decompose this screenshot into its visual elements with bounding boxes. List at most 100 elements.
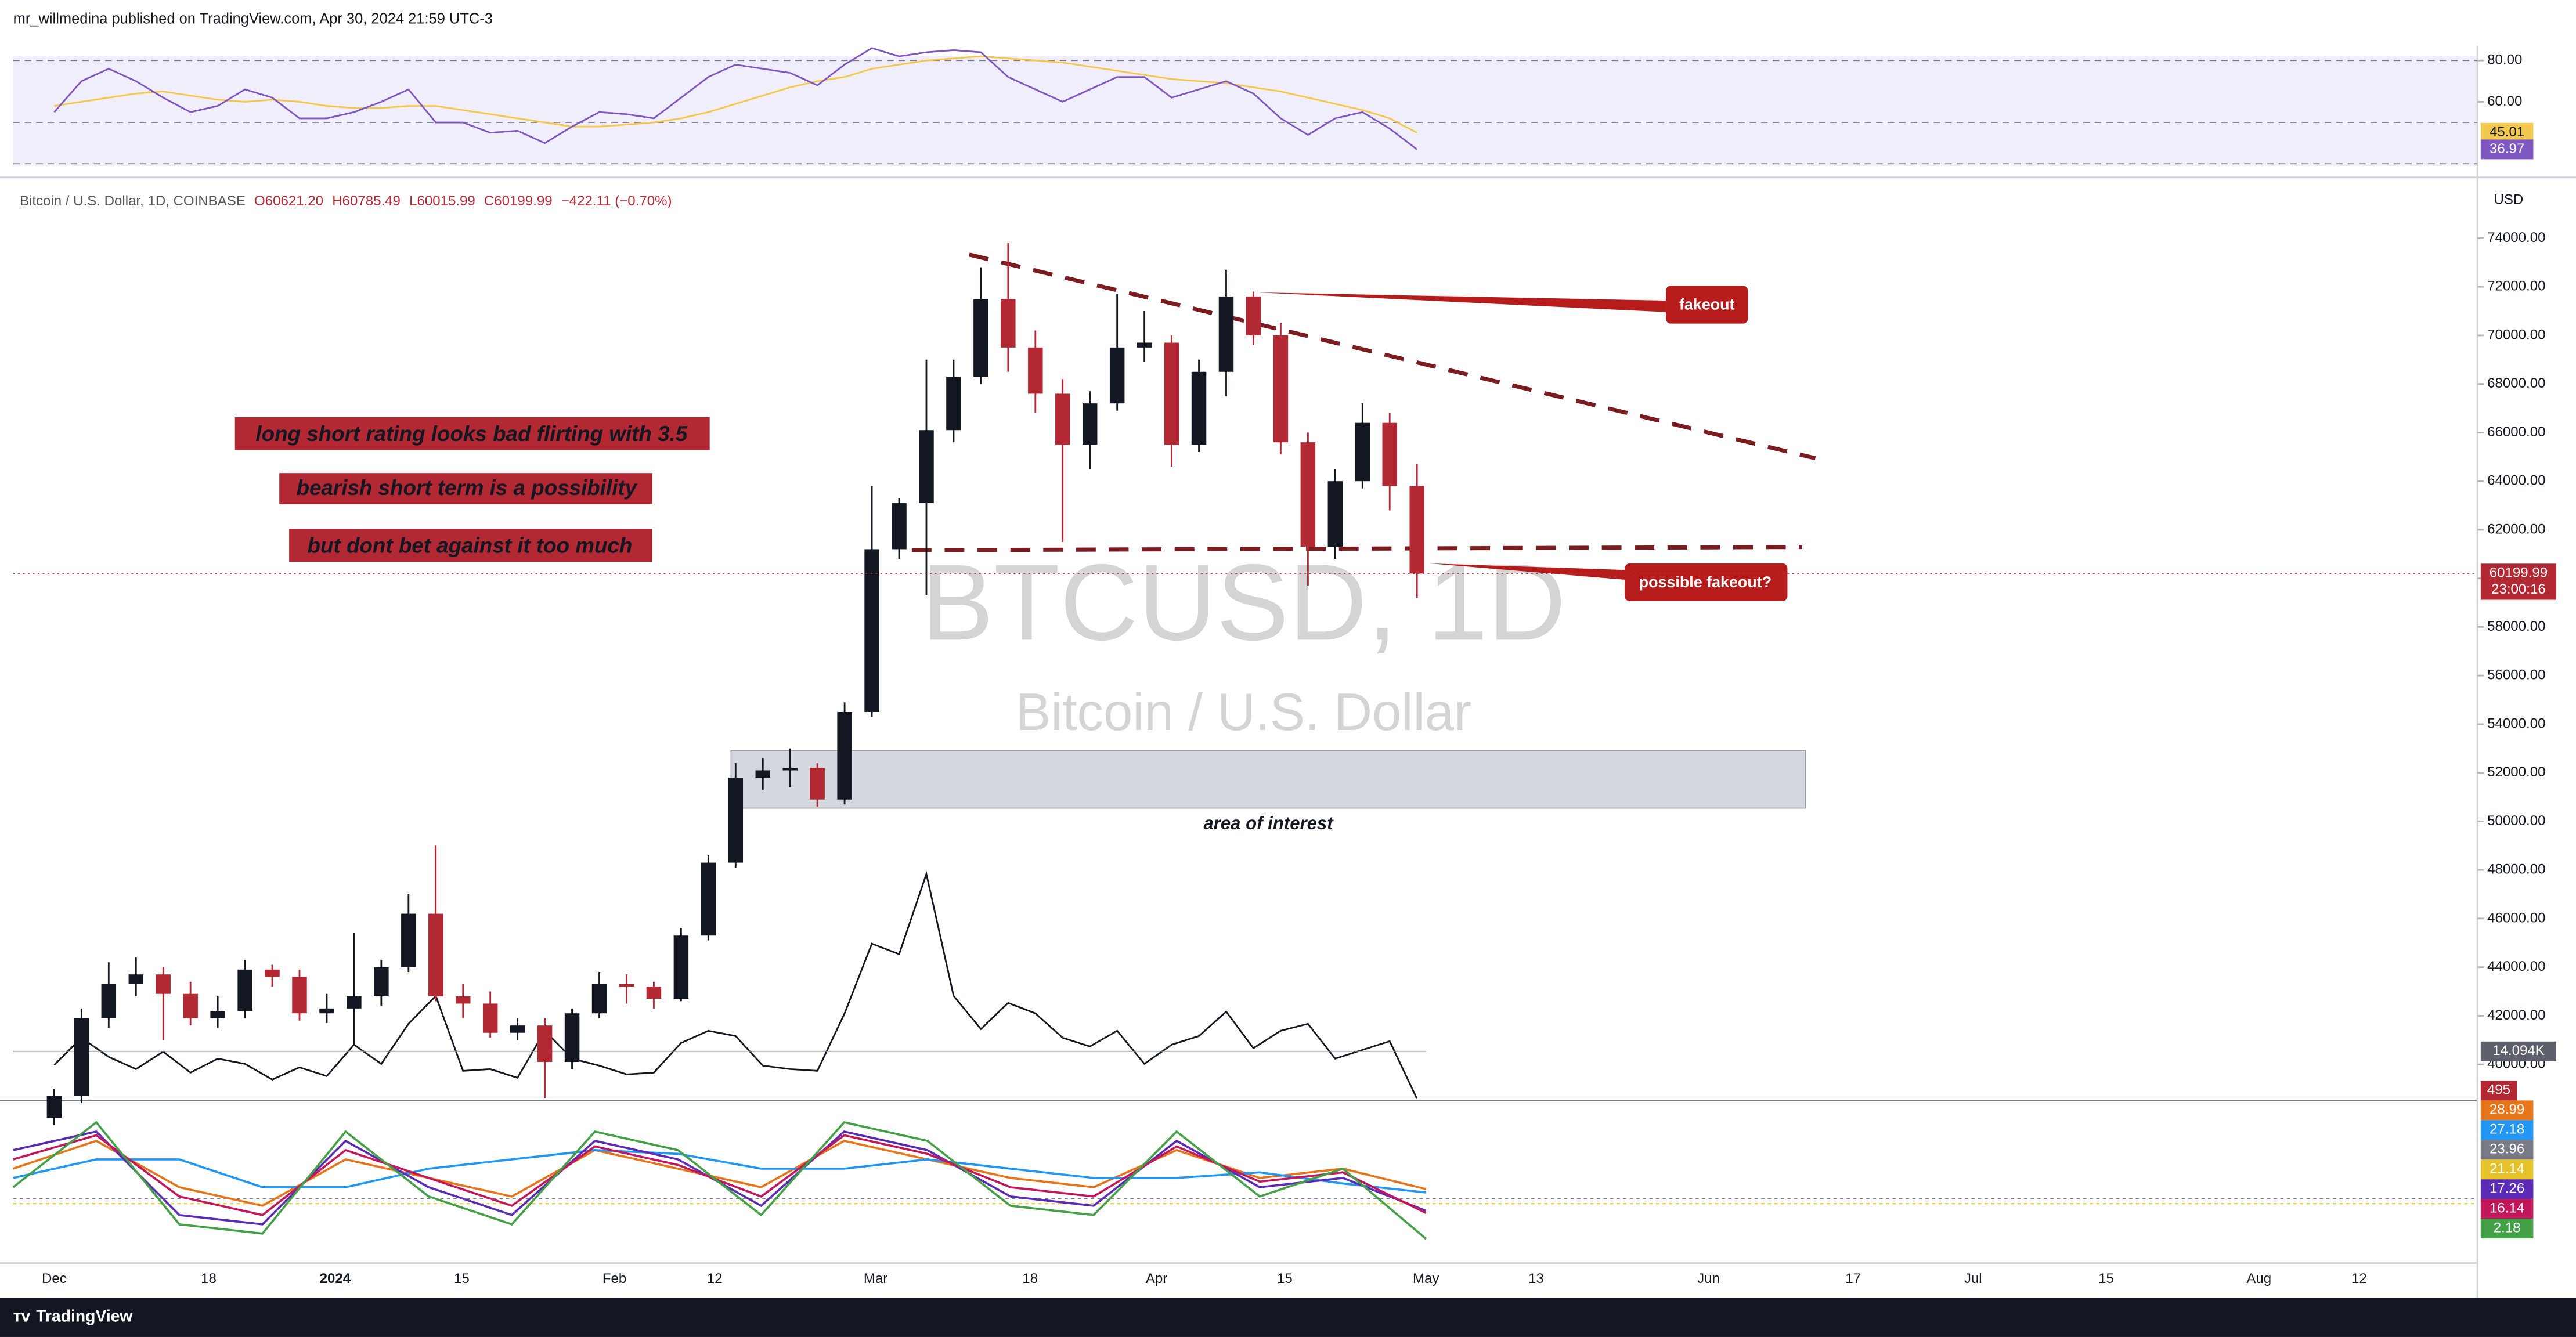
rsi-line (53, 47, 1418, 150)
candle-body (128, 974, 144, 984)
badge (2480, 563, 2557, 600)
y-tick-label: 56000.00 (2487, 667, 2545, 683)
oscillator-value: 17.26 (2490, 1181, 2524, 1197)
trendline (969, 252, 1816, 461)
candle-body (319, 1008, 334, 1014)
legend-value: O60621.20 (254, 194, 323, 209)
oscillator-value: 2.18 (2494, 1220, 2521, 1236)
oscillator-value: 16.14 (2490, 1201, 2524, 1216)
badge (2480, 1159, 2534, 1180)
x-tick-label: 13 (1528, 1271, 1544, 1287)
x-tick-label: Aug (2246, 1271, 2271, 1287)
last-price-label: 60199.99 (2490, 565, 2548, 581)
badge (2480, 1041, 2557, 1061)
y-tick-label: 66000.00 (2487, 424, 2545, 440)
candle-body (1109, 347, 1125, 404)
x-tick-label: Apr (1146, 1271, 1167, 1287)
possible-fakeout-box (1625, 563, 1788, 601)
candle-body (455, 996, 471, 1004)
x-tick-label: 15 (454, 1271, 470, 1287)
candle-body (537, 1025, 553, 1062)
badge (2480, 1219, 2534, 1239)
rsi-line-label: 36.97 (2490, 141, 2524, 157)
possible-fakeout-label: possible fakeout? (1639, 573, 1772, 591)
candle-body (564, 1013, 580, 1062)
candle-body (782, 768, 798, 771)
candle-body (810, 768, 825, 800)
candle-body (1355, 422, 1370, 482)
x-tick-label: 12 (2351, 1271, 2367, 1287)
y-tick-label: 80.00 (2487, 52, 2522, 68)
legend-title: Bitcoin / U.S. Dollar, 1D, COINBASE (20, 194, 246, 209)
candle-body (892, 503, 907, 550)
x-tick-label: Feb (602, 1271, 626, 1287)
oscillator-line (13, 1149, 1426, 1194)
y-tick-label: 42000.00 (2487, 1007, 2545, 1023)
y-tick-label: 70000.00 (2487, 327, 2545, 342)
candle-body (1246, 296, 1261, 335)
volume-line (53, 870, 1418, 1100)
x-tick-label: Mar (864, 1271, 887, 1287)
y-tick-label: 46000.00 (2487, 910, 2545, 926)
candle-body (1137, 342, 1152, 348)
candle-body (510, 1025, 525, 1033)
y-tick-label: 50000.00 (2487, 813, 2545, 829)
badge (2480, 139, 2534, 160)
y-tick-label: 64000.00 (2487, 473, 2545, 489)
area-of-interest-box (730, 750, 1806, 809)
x-tick-label: Jun (1697, 1271, 1720, 1287)
area-label: area of interest (1203, 813, 1334, 833)
candle-body (728, 778, 744, 863)
oscillator-value: 28.99 (2490, 1102, 2524, 1118)
footer-brand: TradingView (36, 1306, 133, 1325)
candle-body (646, 987, 662, 999)
candle-body (74, 1018, 89, 1096)
candle-body (1164, 342, 1179, 445)
y-tick-label: 72000.00 (2487, 279, 2545, 294)
candle-body (619, 984, 634, 987)
candle-body (1028, 347, 1043, 394)
y-tick-label: 44000.00 (2487, 959, 2545, 974)
watermark: BTCUSD, 1D (921, 541, 1566, 663)
x-tick-label: 2024 (320, 1271, 351, 1287)
badge (2480, 122, 2534, 143)
x-tick-label: May (1413, 1271, 1439, 1287)
candle-body (183, 993, 198, 1018)
currency: USD (2494, 192, 2523, 208)
candle-body (374, 967, 389, 996)
candle-body (210, 1011, 225, 1018)
badge (2480, 1120, 2534, 1140)
badge (2480, 1140, 2534, 1160)
candle-body (673, 935, 689, 999)
candle-body (156, 974, 171, 994)
header: mr_willmedina published on TradingView.c… (13, 11, 493, 27)
badge (2480, 1179, 2534, 1199)
candle-body (347, 996, 362, 1009)
note-box (289, 529, 652, 562)
legend: Bitcoin / U.S. Dollar, 1D, COINBASE O606… (20, 194, 672, 209)
candle-body (755, 770, 770, 778)
candle-body (837, 711, 852, 800)
candle-body (1218, 296, 1234, 372)
badge (2480, 1100, 2534, 1121)
candle-body (864, 549, 879, 712)
y-tick-label: 68000.00 (2487, 375, 2545, 391)
x-tick-label: 15 (1277, 1271, 1293, 1287)
oscillator-line (12, 1121, 1427, 1240)
fakeout-label: fakeout (1679, 296, 1735, 313)
candle-body (1001, 299, 1016, 348)
y-tick-label: 74000.00 (2487, 230, 2545, 245)
x-tick-label: Dec (42, 1271, 67, 1287)
x-tick-label: 15 (2098, 1271, 2114, 1287)
possible-fakeout-pointer (1429, 563, 1627, 580)
candle-body (591, 984, 607, 1014)
countdown: 23:00:16 (2491, 581, 2546, 597)
candle-body (1191, 371, 1207, 445)
rsi-band (13, 56, 2478, 166)
note-box (279, 473, 652, 504)
candle-body (701, 862, 716, 936)
candle-body (919, 430, 934, 503)
rsi-ma-line-label: 45.01 (2490, 124, 2524, 140)
oscillator-line (13, 1134, 1427, 1216)
